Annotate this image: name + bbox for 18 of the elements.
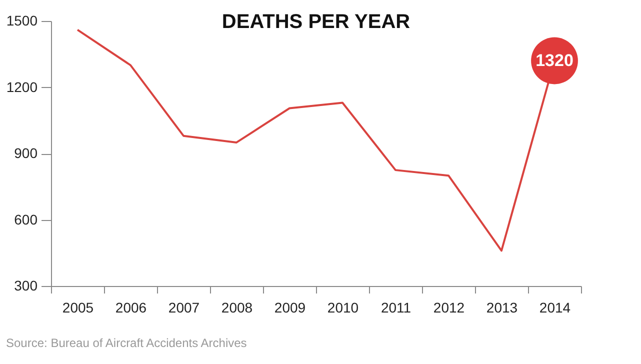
- chart-title: DEATHS PER YEAR: [222, 11, 411, 33]
- x-tick-label: 2007: [168, 300, 200, 316]
- source-note: Source: Bureau of Aircraft Accidents Archives: [6, 336, 247, 350]
- x-tick-label: 2011: [380, 300, 412, 316]
- y-tick-label: 1500: [6, 12, 38, 28]
- y-tick-label: 1200: [6, 78, 38, 95]
- y-tick-label: 600: [14, 211, 38, 228]
- x-tick-label: 2005: [62, 300, 94, 316]
- y-tick-label: 900: [14, 145, 38, 161]
- x-tick-label: 2009: [274, 300, 306, 316]
- x-tick-label: 2014: [539, 300, 571, 316]
- x-tick-label: 2012: [433, 300, 465, 316]
- x-tick-label: 2008: [221, 300, 253, 316]
- y-tick-label: 300: [14, 278, 38, 294]
- annotation: 1320: [536, 50, 574, 70]
- x-tick-label: 2010: [327, 300, 359, 316]
- x-tick-label: 2006: [115, 300, 147, 316]
- x-tick-label: 2013: [486, 300, 518, 316]
